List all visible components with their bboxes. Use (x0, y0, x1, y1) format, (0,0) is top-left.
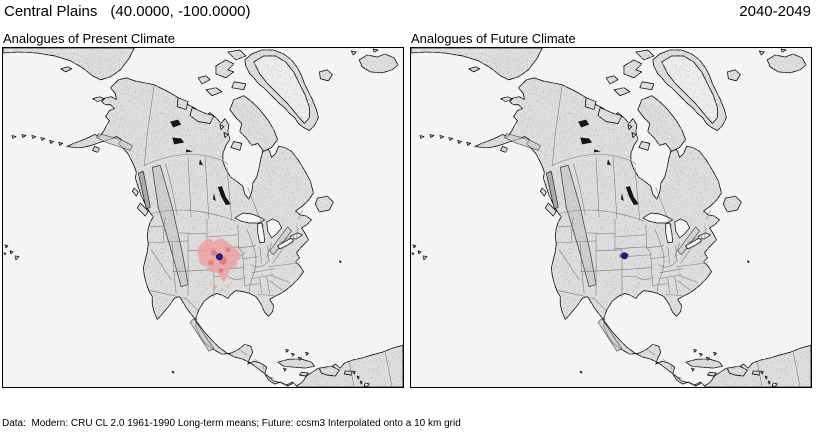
credits: Data: Modern: CRU CL 2.0 1961-1990 Long-… (2, 391, 722, 443)
target-location-marker (216, 253, 223, 261)
decade-label: 2040-2049 (739, 3, 811, 20)
panel-present-label: Analogues of Present Climate (3, 31, 175, 46)
target-location-marker (621, 252, 628, 260)
map-future (411, 48, 811, 387)
region-name: Central Plains (4, 3, 98, 20)
panel-future (410, 47, 812, 388)
analog-region-present (197, 238, 248, 291)
figure-header: Central Plains (40.0000, -100.0000) 2040-… (4, 3, 811, 25)
map-present (3, 48, 403, 387)
credit-data-sources: Data: Modern: CRU CL 2.0 1961-1990 Long-… (2, 418, 461, 429)
panel-present (2, 47, 404, 388)
page-title: Central Plains (40.0000, -100.0000) (4, 3, 251, 20)
panel-future-label: Analogues of Future Climate (411, 31, 576, 46)
target-coordinates: (40.0000, -100.0000) (110, 3, 251, 20)
